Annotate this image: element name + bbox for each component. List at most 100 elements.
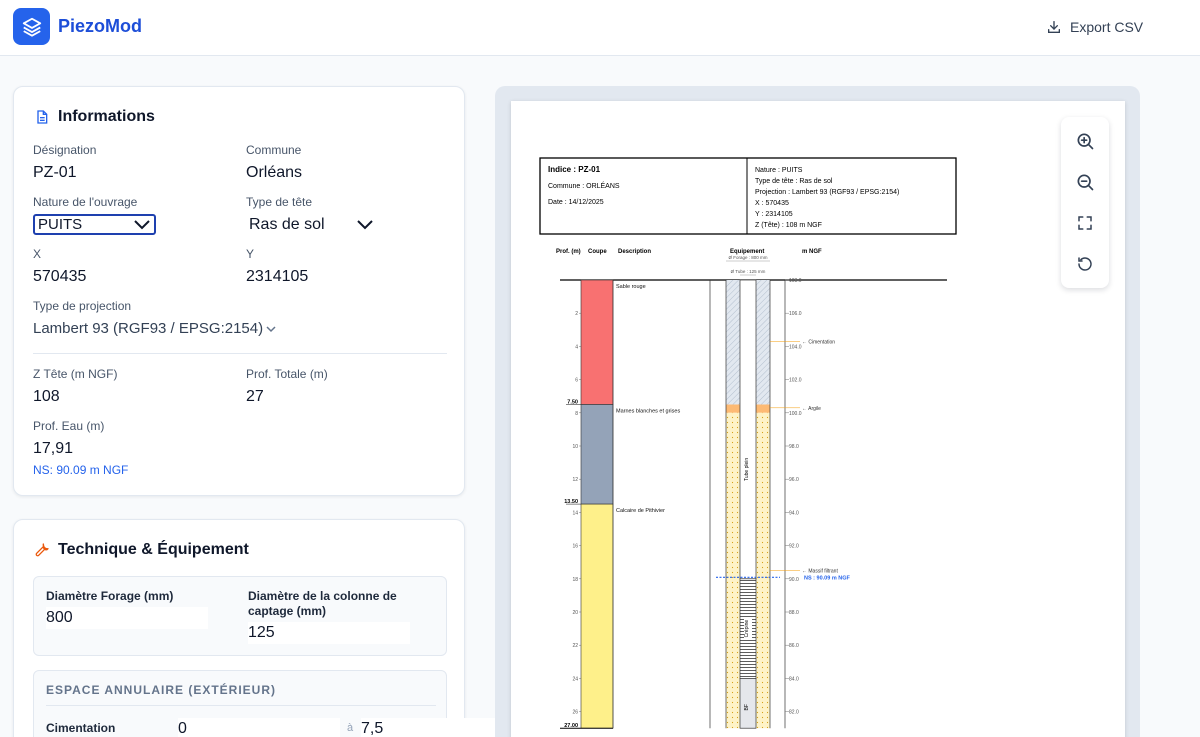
- col-description-header: Description: [618, 249, 651, 255]
- ns-value: NS: 90.09 m NGF: [33, 463, 129, 477]
- projection-select[interactable]: Lambert 93 (RGF93 / EPSG:2154): [33, 320, 276, 337]
- diam-colonne-label-line2: captage (mm): [248, 604, 327, 618]
- tube-plein-label: Tube plein: [744, 458, 750, 481]
- diam-forage-input[interactable]: 800: [46, 607, 208, 629]
- ngf-tick-label: 84.0: [789, 676, 799, 682]
- crepine-label: Crépine: [744, 620, 750, 638]
- chevron-down-icon: [134, 219, 150, 229]
- depth-tick-label: 26: [572, 710, 578, 716]
- log-z-tete: Z (Tête) : 108 m NGF: [755, 222, 822, 229]
- annotation-label: ← Massif filtrant: [802, 569, 838, 575]
- document-icon: [37, 110, 48, 124]
- technique-panel: Technique & Équipement Diamètre Forage (…: [13, 519, 495, 737]
- wrench-icon: [35, 543, 49, 557]
- zoom-out-button[interactable]: [1073, 170, 1097, 194]
- annulus-cementation: [726, 280, 740, 405]
- z-tete-label: Z Tête (m NGF): [33, 367, 118, 381]
- depth-tick-label: 12: [572, 477, 578, 483]
- depth-tick-label: 4: [575, 344, 578, 350]
- y-input[interactable]: 2314105: [246, 268, 309, 285]
- commune-input[interactable]: Orléans: [246, 164, 303, 181]
- annulus-filter: [726, 412, 740, 729]
- ngf-tick-label: 92.0: [789, 544, 799, 550]
- prof-totale-label: Prof. Totale (m): [246, 367, 328, 381]
- log-x: X : 570435: [755, 200, 789, 207]
- ngf-tick-label: 82.0: [789, 710, 799, 716]
- log-date: Date : 14/12/2025: [548, 199, 604, 206]
- fullscreen-button[interactable]: [1073, 211, 1097, 235]
- download-icon: [1048, 21, 1060, 33]
- diam-colonne-input[interactable]: 125: [248, 622, 410, 644]
- prof-eau-label: Prof. Eau (m): [33, 419, 105, 433]
- annulus-filter: [756, 412, 770, 729]
- z-tete-input[interactable]: 108: [33, 388, 60, 405]
- lithology-description: Calcaire de Pithivier: [616, 508, 665, 514]
- lithology-layer: [580, 279, 614, 405]
- log-projection: Projection : Lambert 93 (RGF93 / EPSG:21…: [755, 189, 899, 196]
- export-csv-button[interactable]: Export CSV: [1046, 16, 1143, 38]
- depth-tick-label: 10: [572, 444, 578, 450]
- annulus-clay: [756, 404, 770, 413]
- depth-tick-label: 2: [575, 311, 578, 317]
- ngf-tick-label: 90.0: [789, 577, 799, 583]
- type-tete-select[interactable]: Ras de sol: [249, 215, 374, 235]
- tube-plein: [739, 279, 757, 580]
- annulus-clay: [726, 404, 740, 413]
- espace-annulaire-divider: [46, 705, 436, 706]
- ngf-tick-label: 96.0: [789, 477, 799, 483]
- col-ngf-header: m NGF: [802, 249, 822, 255]
- ngf-tick-label: 108.0: [789, 278, 802, 284]
- y-label: Y: [246, 247, 255, 261]
- chevron-down-icon: [357, 220, 373, 230]
- type-tete-label: Type de tête: [246, 195, 313, 209]
- nature-select-value: PUITS: [38, 216, 83, 233]
- prof-totale-input[interactable]: 27: [246, 388, 264, 405]
- log-header-box: [539, 157, 957, 235]
- cimentation-to-input[interactable]: 7,5: [361, 718, 495, 737]
- depth-tick-label: 8: [575, 411, 578, 417]
- depth-tick-label: 14: [572, 510, 578, 516]
- reset-icon: [1078, 257, 1092, 271]
- dim-tube: Ø Tube : 125 mm: [731, 269, 766, 274]
- water-level-label: NS : 90.09 m NGF: [804, 575, 850, 581]
- x-input[interactable]: 570435: [33, 268, 87, 285]
- ngf-tick-label: 88.0: [789, 610, 799, 616]
- technique-title: Technique & Équipement: [34, 541, 249, 559]
- designation-input[interactable]: PZ-01: [33, 164, 77, 181]
- log-type-tete: Type de tête : Ras de sol: [755, 178, 833, 185]
- depth-tick-label: 24: [572, 676, 578, 682]
- diam-colonne-label: Diamètre de la colonne de captage (mm): [248, 589, 397, 619]
- projection-select-value: Lambert 93 (RGF93 / EPSG:2154): [33, 320, 264, 337]
- designation-label: Désignation: [33, 143, 97, 157]
- fond-bouche: [739, 678, 757, 729]
- zoom-in-icon: [1077, 133, 1094, 150]
- log-sheet: [511, 101, 1125, 737]
- lithology-description: Sable rouge: [616, 284, 646, 290]
- depth-tick-label: 20: [572, 610, 578, 616]
- informations-panel: Informations Désignation PZ-01 Commune O…: [13, 86, 465, 496]
- technique-title-text: Technique & Équipement: [58, 541, 249, 558]
- nature-select[interactable]: PUITS: [33, 214, 156, 235]
- ngf-tick-label: 86.0: [789, 643, 799, 649]
- log-nature: Nature : PUITS: [755, 167, 803, 174]
- cimentation-from-input[interactable]: 0: [178, 718, 340, 737]
- reset-view-button[interactable]: [1073, 252, 1097, 276]
- espace-annulaire-caption: ESPACE ANNULAIRE (EXTÉRIEUR): [46, 683, 277, 697]
- ngf-tick-label: 100.0: [789, 411, 802, 417]
- type-tete-select-value: Ras de sol: [249, 216, 325, 233]
- app-name: PiezoMod: [58, 16, 142, 36]
- zoom-toolbar: [1061, 117, 1109, 288]
- col-coupe-header: Coupe: [588, 249, 607, 255]
- crepine-label-bg: [744, 618, 752, 639]
- log-commune: Commune : ORLÉANS: [548, 181, 620, 190]
- nature-label: Nature de l'ouvrage: [33, 195, 138, 209]
- col-equipement-header: Equipement: [730, 249, 764, 255]
- x-label: X: [33, 247, 42, 261]
- dim-forage: Ø Forage : 800 mm: [728, 255, 767, 260]
- bf-label: BF: [744, 704, 750, 710]
- annotation-label: ← Cimentation: [802, 339, 835, 345]
- prof-eau-input[interactable]: 17,91: [33, 440, 74, 457]
- log-indice: Indice : PZ-01: [548, 165, 601, 174]
- zoom-in-button[interactable]: [1073, 129, 1097, 153]
